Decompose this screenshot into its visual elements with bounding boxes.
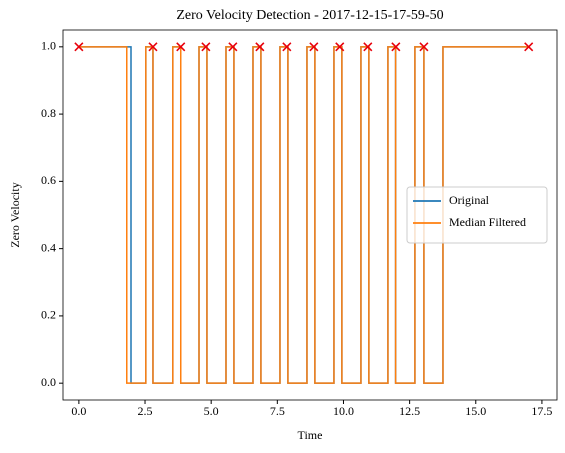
legend-label: Original <box>449 193 490 207</box>
y-tick-label: 0.4 <box>41 240 56 254</box>
marker <box>391 42 401 52</box>
marker-stroke <box>176 42 186 52</box>
x-tick-label: 5.0 <box>204 404 219 418</box>
marker-stroke <box>524 42 534 52</box>
marker-stroke <box>74 42 84 52</box>
x-axis-label: Time <box>298 428 323 442</box>
y-axis-label: Zero Velocity <box>8 182 22 247</box>
marker-stroke <box>335 42 345 52</box>
marker-stroke <box>228 42 238 52</box>
marker <box>176 42 186 52</box>
marker <box>255 42 265 52</box>
marker-stroke <box>309 42 319 52</box>
x-tick-label: 10.0 <box>333 404 354 418</box>
marker <box>228 42 238 52</box>
marker <box>335 42 345 52</box>
marker-stroke <box>148 42 158 52</box>
marker <box>419 42 429 52</box>
y-tick-label: 1.0 <box>41 39 56 53</box>
legend-box <box>406 186 548 244</box>
marker <box>524 42 534 52</box>
y-tick-label: 0.2 <box>41 308 56 322</box>
series-line <box>78 46 529 384</box>
marker <box>363 42 373 52</box>
x-tick-label: 0.0 <box>71 404 86 418</box>
axes-frame <box>62 29 558 401</box>
legend-label: Median Filtered <box>449 215 526 229</box>
x-tick-label: 12.5 <box>399 404 420 418</box>
y-tick-label: 0.8 <box>41 106 56 120</box>
x-tick-label: 17.5 <box>531 404 552 418</box>
marker-stroke <box>255 42 265 52</box>
marker <box>282 42 292 52</box>
x-tick-label: 7.5 <box>270 404 285 418</box>
chart-title: Zero Velocity Detection - 2017-12-15-17-… <box>176 8 443 23</box>
marker <box>309 42 319 52</box>
marker <box>201 42 211 52</box>
marker-stroke <box>282 42 292 52</box>
marker-stroke <box>419 42 429 52</box>
y-tick-label: 0.6 <box>41 173 56 187</box>
marker <box>148 42 158 52</box>
marker <box>74 42 84 52</box>
marker-stroke <box>363 42 373 52</box>
x-tick-label: 15.0 <box>465 404 486 418</box>
x-tick-label: 2.5 <box>138 404 153 418</box>
y-tick-label: 0.0 <box>41 375 56 389</box>
marker-stroke <box>391 42 401 52</box>
marker-stroke <box>201 42 211 52</box>
